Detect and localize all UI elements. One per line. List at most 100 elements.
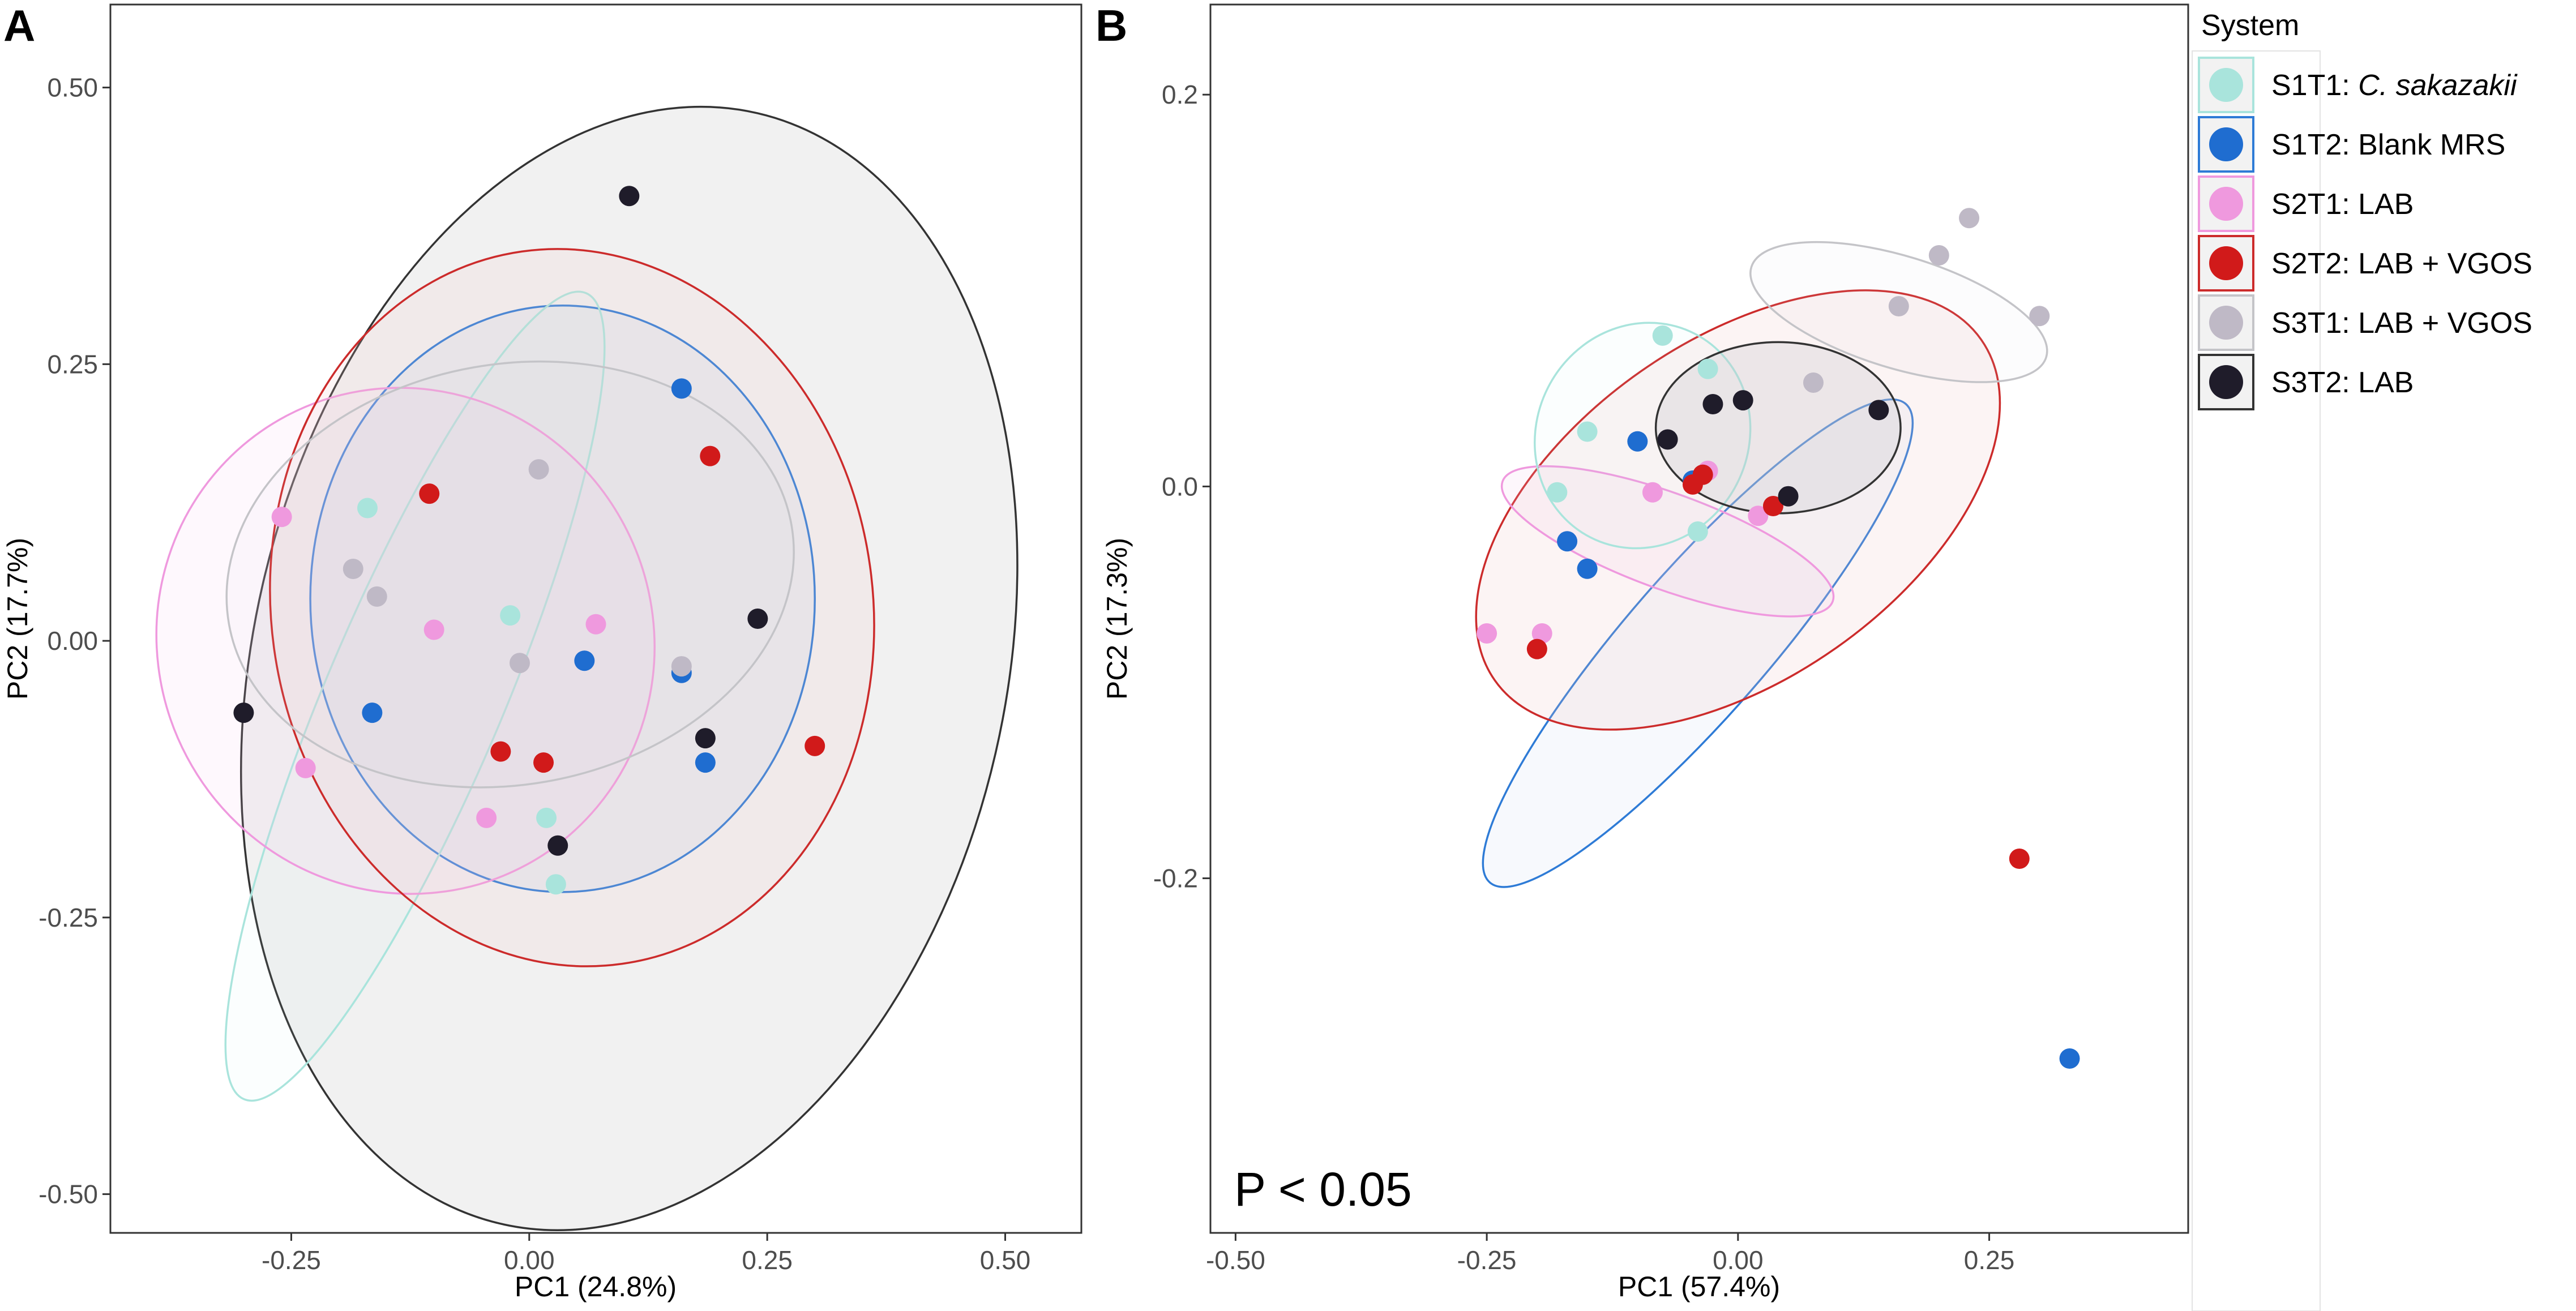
point-s2t1 xyxy=(1642,482,1663,503)
point-s2t1 xyxy=(271,507,292,528)
point-s3t1 xyxy=(2029,306,2050,327)
legend: System S1T1: C. sakazakii S1T2: Blank MRS S… xyxy=(2192,9,2532,1311)
point-s2t1 xyxy=(423,619,444,640)
point-s3t1 xyxy=(1803,372,1824,393)
point-s3t1 xyxy=(343,559,363,580)
point-s3t1 xyxy=(1959,208,1980,229)
point-s3t2 xyxy=(1778,486,1799,507)
ellipse-s3t1 xyxy=(225,360,795,789)
point-s2t2 xyxy=(1526,639,1547,659)
legend-item-s2t1: S2T1: LAB xyxy=(2198,175,2414,232)
point-s3t2 xyxy=(233,702,254,723)
point-s2t2 xyxy=(1692,464,1713,485)
point-s2t1 xyxy=(295,757,316,778)
x-tick-label: 0.50 xyxy=(980,1245,1031,1275)
y-axis-title: PC2 (17.3%) xyxy=(1101,538,1133,700)
x-axis-title: PC1 (24.8%) xyxy=(515,1271,677,1303)
legend-title: System xyxy=(2201,9,2299,42)
ellipse-s2t1 xyxy=(1500,465,1835,618)
panel-border xyxy=(1209,3,2189,1234)
x-tick-label: -0.25 xyxy=(262,1245,321,1275)
point-s2t2 xyxy=(805,735,825,756)
point-s3t2 xyxy=(547,835,568,856)
point-s3t1 xyxy=(1888,295,1909,316)
point-s2t2 xyxy=(419,483,440,504)
legend-item-s1t1: S1T1: C. sakazakii xyxy=(2198,57,2518,113)
point-s3t2 xyxy=(1868,400,1889,421)
point-s1t1 xyxy=(1697,358,1718,379)
point-s1t2 xyxy=(574,650,595,671)
point-s2t2 xyxy=(490,741,511,762)
legend-key-dot xyxy=(2209,365,2243,399)
legend-key-dot xyxy=(2209,246,2243,280)
y-tick-label: 0.2 xyxy=(1162,80,1198,109)
legend-frame xyxy=(2192,50,2321,1311)
legend-label: S3T1: LAB + VGOS xyxy=(2271,307,2532,340)
legend-item-s2t2: S2T2: LAB + VGOS xyxy=(2198,235,2532,292)
point-s2t2 xyxy=(2009,848,2030,869)
point-s3t2 xyxy=(747,609,768,629)
legend-label: S2T2: LAB + VGOS xyxy=(2271,247,2532,280)
point-s1t2 xyxy=(362,702,383,723)
point-s3t2 xyxy=(1702,394,1723,415)
y-tick-label: -0.2 xyxy=(1153,864,1198,893)
point-s2t1 xyxy=(1748,505,1769,526)
point-s2t1 xyxy=(1477,623,1497,644)
legend-key-dot xyxy=(2209,306,2243,340)
y-tick-label: 0.0 xyxy=(1162,472,1198,501)
panel-b-label: B xyxy=(1096,1,1127,50)
point-s2t2 xyxy=(533,752,554,773)
ellipse-s1t1 xyxy=(224,290,606,1102)
point-s1t1 xyxy=(500,605,521,626)
panel-a-label: A xyxy=(3,1,35,50)
point-s1t1 xyxy=(1687,521,1708,542)
legend-key-dot xyxy=(2209,187,2243,221)
point-s1t2 xyxy=(2059,1048,2080,1069)
point-s3t1 xyxy=(528,459,549,480)
point-s1t2 xyxy=(671,378,692,399)
legend-key-dot xyxy=(2209,127,2243,161)
ellipse-s1t2 xyxy=(1482,398,1914,888)
y-tick-label: -0.25 xyxy=(38,903,98,932)
legend-label: S1T1: C. sakazakii xyxy=(2271,69,2518,102)
legend-item-s3t1: S3T1: LAB + VGOS xyxy=(2198,294,2532,351)
ellipse-s3t2 xyxy=(239,105,1019,1232)
y-tick-label: 0.00 xyxy=(47,626,98,656)
legend-item-s1t2: S1T2: Blank MRS xyxy=(2198,116,2505,173)
point-s2t2 xyxy=(1762,495,1783,516)
legend-item-s3t2: S3T2: LAB xyxy=(2198,354,2414,410)
y-tick-label: -0.50 xyxy=(38,1180,98,1209)
point-s3t1 xyxy=(1928,245,1949,265)
y-tick-label: 0.50 xyxy=(47,73,98,102)
legend-key-dot xyxy=(2209,68,2243,102)
point-s3t2 xyxy=(1732,390,1753,411)
point-s1t2 xyxy=(1627,431,1648,452)
ellipse-s2t2 xyxy=(1475,289,2001,731)
x-tick-label: 0.00 xyxy=(1713,1245,1764,1275)
panel-background xyxy=(1210,5,2188,1233)
x-tick-label: 0.00 xyxy=(504,1245,555,1275)
legend-label: S3T2: LAB xyxy=(2271,366,2414,399)
point-s2t1 xyxy=(476,807,497,828)
point-s1t1 xyxy=(1547,482,1568,503)
x-tick-label: -0.25 xyxy=(1457,1245,1517,1275)
point-s1t1 xyxy=(545,874,566,895)
point-s1t2 xyxy=(1577,558,1598,579)
panel-b-plot: -0.50 -0.25 0.00 0.25 -0.2 0.0 0.2 PC1 (57.4%) P… xyxy=(1101,3,2189,1303)
point-s3t1 xyxy=(671,656,692,677)
panel-border xyxy=(109,3,1082,1234)
legend-label: S1T2: Blank MRS xyxy=(2271,128,2505,161)
point-s3t2 xyxy=(695,728,716,749)
point-s3t1 xyxy=(509,653,530,674)
point-s2t1 xyxy=(585,614,606,635)
x-tick-label: 0.25 xyxy=(1964,1245,2015,1275)
point-s2t1 xyxy=(1531,623,1552,644)
x-tick-label: -0.50 xyxy=(1206,1245,1265,1275)
point-s1t1 xyxy=(357,498,378,519)
point-s3t1 xyxy=(366,586,387,607)
point-s1t1 xyxy=(1652,325,1673,346)
point-s1t1 xyxy=(536,807,557,828)
ellipse-s2t2 xyxy=(269,248,875,967)
panel-a-plot: -0.25 0.00 0.25 0.50 -0.50 -0.25 0.00 0.25 0.50 P… xyxy=(2,3,1082,1303)
